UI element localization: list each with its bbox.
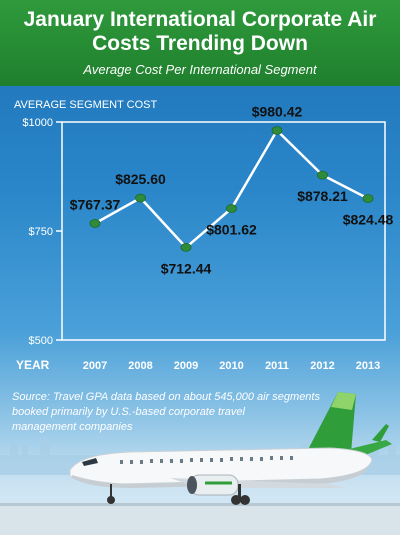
x-tick-label: 2013 [356, 360, 380, 372]
y-tick-label: $750 [29, 226, 53, 238]
y-axis-ticks: $500 $750 $1000 [22, 117, 62, 347]
line-chart: AVERAGE SEGMENT COST $500$750$1000 2007 2… [14, 99, 394, 372]
x-tick-label: 2012 [310, 360, 334, 372]
x-tick-label: 2010 [219, 360, 243, 372]
data-point-marker [135, 193, 146, 203]
data-point-marker [317, 170, 328, 180]
x-tick-label: 2011 [265, 360, 289, 372]
x-tick-label: 2008 [128, 360, 152, 372]
data-point-marker [271, 126, 283, 135]
y-tick-label: $500 [29, 335, 53, 347]
source-line-3: management companies [12, 421, 133, 433]
data-label: $980.42 [252, 104, 303, 120]
data-labels: $767.37 $825.60 $712.44 $801.62 $980.42 $878.… [70, 104, 394, 277]
data-markers [89, 126, 374, 252]
x-tick-label: 2009 [174, 360, 198, 372]
data-label: $825.60 [115, 171, 166, 187]
source-note: Source: Travel GPA data based on about 5… [12, 390, 342, 435]
data-point-marker [362, 194, 374, 203]
data-label: $767.37 [70, 196, 121, 212]
data-point-marker [180, 242, 192, 252]
y-tick-label: $1000 [22, 117, 53, 129]
y-axis-label: AVERAGE SEGMENT COST [14, 99, 158, 111]
data-point-marker [226, 204, 237, 213]
airplane-illustration [0, 392, 400, 535]
chart-title: January International Corporate Air Cost… [0, 8, 400, 56]
chart-subtitle: Average Cost Per International Segment [83, 62, 317, 77]
data-label: $801.62 [206, 221, 257, 237]
source-line-1: Source: Travel GPA data based on about 5… [12, 391, 320, 403]
data-label: $712.44 [161, 260, 212, 276]
x-axis-label: YEAR [16, 358, 50, 372]
title-line-1: January International Corporate Air [23, 8, 377, 31]
source-line-2: booked primarily by U.S.-based corporate… [12, 406, 245, 418]
data-point-marker [89, 219, 101, 228]
x-tick-label: 2007 [83, 360, 107, 372]
x-axis-ticks: 2007 2008 2009 2010 2011 2012 2013 [83, 360, 380, 372]
data-label: $824.48 [343, 212, 394, 228]
title-line-2: Costs Trending Down [92, 32, 308, 55]
header-banner: January International Corporate Air Cost… [0, 0, 400, 86]
data-label: $878.21 [297, 188, 348, 204]
